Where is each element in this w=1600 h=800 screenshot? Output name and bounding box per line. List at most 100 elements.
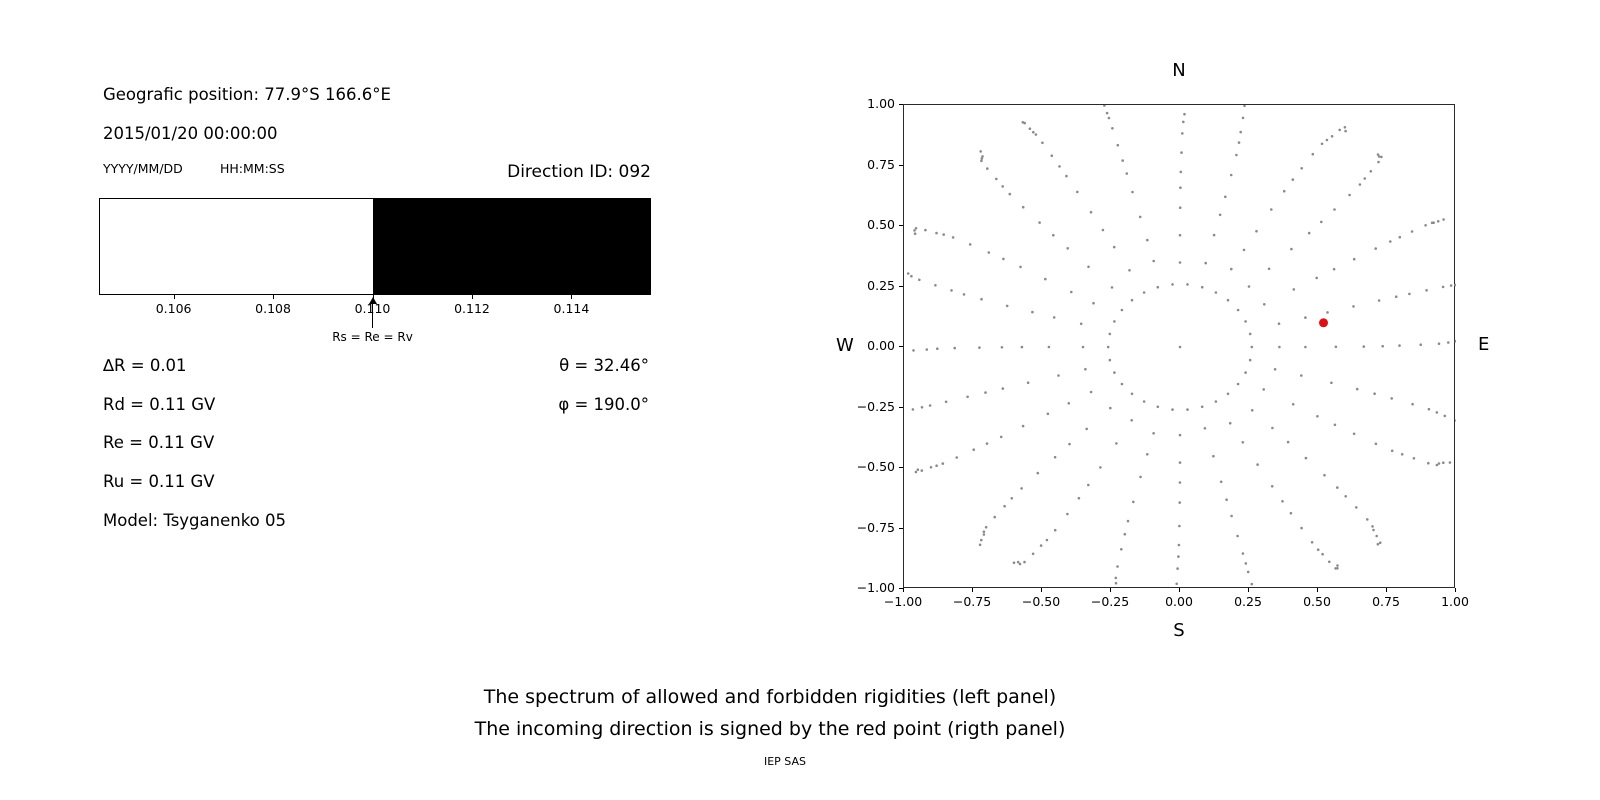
asymptotic-dot <box>1300 374 1303 377</box>
y-tick-mark <box>899 104 903 105</box>
asymptotic-dot <box>1103 105 1106 107</box>
asymptotic-dot <box>1032 130 1035 134</box>
asymptotic-dot <box>1435 463 1439 467</box>
asymptotic-dot <box>1352 257 1356 261</box>
asymptotic-dot <box>1442 218 1445 221</box>
asymptotic-dot <box>1262 388 1265 391</box>
asymptotic-dot <box>1374 442 1378 446</box>
asymptotic-dot <box>1271 426 1274 430</box>
asymptotic-dot <box>1344 129 1347 133</box>
asymptotic-dot <box>1300 526 1303 530</box>
asymptotic-dot <box>1186 408 1189 411</box>
x-tick-mark <box>903 588 904 592</box>
asymptotic-dot <box>1178 206 1182 209</box>
asymptotic-dot <box>1177 543 1181 547</box>
asymptotic-dot <box>928 404 932 407</box>
asymptotic-dot <box>995 177 998 181</box>
asymptotic-dot <box>1375 534 1378 538</box>
asymptotic-dot <box>950 289 953 292</box>
asymptotic-dot <box>1427 461 1430 465</box>
asymptotic-dot <box>1002 257 1005 261</box>
asymptotic-dot <box>1020 487 1023 490</box>
asymptotic-dot <box>1000 346 1004 349</box>
x-tick-label: −1.00 <box>883 594 923 609</box>
asymptotic-dot <box>1408 292 1411 296</box>
asymptotic-dot <box>1419 343 1422 346</box>
asymptotic-dot <box>999 435 1003 439</box>
x-tick-label: 0.50 <box>1303 594 1331 609</box>
rigidity-tick-mark <box>273 295 275 299</box>
asymptotic-dot <box>1372 528 1375 532</box>
time-format-label: HH:MM:SS <box>220 161 285 176</box>
asymptotic-dot <box>1243 105 1246 108</box>
asymptotic-dot <box>925 348 929 351</box>
asymptotic-dot <box>1270 208 1273 211</box>
asymptotic-dot <box>1454 339 1456 343</box>
asymptotic-dot <box>1236 534 1239 538</box>
direction-plot: N S W E 1.00 0.75 0.50 0.25 0.00 −0.25 −0.50 −0… <box>836 58 1558 653</box>
asymptotic-dot <box>1241 441 1245 444</box>
asymptotic-dot <box>1247 285 1251 288</box>
asymptotic-dot <box>1039 544 1043 547</box>
geographic-position: Geografic position: 77.9°S 166.6°E <box>103 85 391 104</box>
asymptotic-dot <box>1348 193 1351 197</box>
asymptotic-dot <box>978 543 982 547</box>
asymptotic-dot <box>1325 138 1329 142</box>
asymptotic-dot <box>1120 548 1123 551</box>
asymptotic-dot <box>1311 152 1315 156</box>
asymptotic-dot <box>906 272 910 275</box>
asymptotic-dot <box>1052 233 1055 237</box>
asymptotic-dot <box>1178 524 1181 528</box>
rigidity-tick-mark <box>471 295 473 299</box>
asymptotic-dot <box>1377 299 1381 302</box>
asymptotic-dot <box>1244 562 1248 565</box>
asymptotic-dot <box>1427 407 1431 411</box>
asymptotic-dot <box>1218 213 1222 217</box>
asymptotic-dot <box>1046 412 1050 416</box>
compass-south-label: S <box>1173 620 1185 641</box>
asymptotic-dot <box>1019 265 1022 269</box>
asymptotic-dot <box>1139 475 1142 479</box>
y-tick-mark <box>899 285 903 287</box>
asymptotic-dot <box>1377 155 1381 158</box>
y-tick-label: 0.50 <box>867 217 895 232</box>
asymptotic-dot <box>951 236 955 239</box>
asymptotic-dot <box>1255 229 1258 233</box>
asymptotic-dot <box>1304 456 1308 460</box>
asymptotic-dot <box>984 391 987 394</box>
asymptotic-dot <box>1036 471 1040 475</box>
asymptotic-dot <box>1204 261 1207 265</box>
asymptotic-dot <box>1028 127 1032 130</box>
asymptotic-dot <box>1038 221 1041 224</box>
asymptotic-dot <box>982 530 986 533</box>
asymptotic-dot <box>1432 221 1435 224</box>
asymptotic-dot <box>1089 390 1093 394</box>
asymptotic-dot <box>1156 405 1160 409</box>
asymptotic-dot <box>1443 414 1447 418</box>
compass-north-label: N <box>1172 60 1186 81</box>
asymptotic-dot <box>1105 111 1109 115</box>
y-tick-label: 0.25 <box>867 277 895 293</box>
rigidity-tick-label: 0.112 <box>454 301 490 316</box>
y-tick-mark <box>899 527 903 529</box>
asymptotic-dot <box>1121 159 1124 162</box>
asymptotic-dot <box>1244 371 1247 374</box>
asymptotic-dot <box>1237 141 1241 144</box>
asymptotic-dot <box>1130 419 1133 422</box>
asymptotic-dot <box>1241 552 1245 555</box>
asymptotic-dot <box>1246 570 1250 574</box>
threshold-arrow-label: Rs = Re = Rv <box>332 330 413 344</box>
direction-scatter-svg <box>906 105 1456 586</box>
asymptotic-dot <box>1176 567 1179 570</box>
asymptotic-dot <box>1132 500 1135 504</box>
asymptotic-dot <box>986 167 989 170</box>
asymptotic-dot <box>1355 506 1358 509</box>
asymptotic-dot <box>1108 358 1112 362</box>
asymptotic-dot <box>935 231 938 235</box>
y-tick-label: 0.00 <box>867 338 895 353</box>
asymptotic-dot <box>980 157 984 160</box>
asymptotic-dot <box>1113 371 1116 374</box>
asymptotic-dot <box>1263 303 1266 306</box>
asymptotic-dot <box>1270 485 1274 488</box>
asymptotic-dot <box>1026 381 1030 385</box>
